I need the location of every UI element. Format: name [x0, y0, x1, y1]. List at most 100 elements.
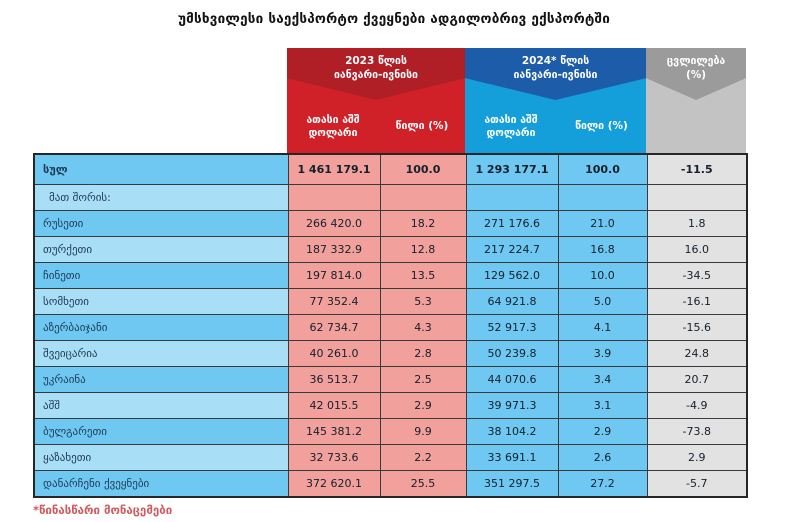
header-group-2023: 2023 წლის იანვარი-ივნისი ათასი აშშ დოლარ…: [287, 48, 465, 153]
change-cell: [646, 184, 748, 211]
change-cell: 1.8: [646, 210, 748, 237]
change-cell: -16.1: [646, 288, 748, 315]
subheader-2023-share: წილი (%): [395, 120, 449, 133]
country-row: აზერბაიჯანი 62 734.7 4.3 52 917.3 4.1 -15.6: [33, 314, 748, 341]
country-row: ბულგარეთი 145 381.2 9.9 38 104.2 2.9 -73.8: [33, 418, 748, 445]
header-banner-2023: 2023 წლის იანვარი-ივნისი: [287, 48, 465, 100]
header-group-2024: 2024* წლის იანვარი-ივნისი ათასი აშშ დოლა…: [465, 48, 646, 153]
subheader-2024: ათასი აშშ დოლარი წილი (%): [465, 101, 646, 153]
share-2023-cell: 2.9: [379, 392, 467, 419]
table-header: 2023 წლის იანვარი-ივნისი ათასი აშშ დოლარ…: [33, 48, 746, 153]
country-cell: აზერბაიჯანი: [33, 314, 289, 341]
exports-table: სულ 1 461 179.1 100.0 1 293 177.1 100.0 -11.5…: [33, 153, 748, 498]
share-2024-cell: 3.9: [557, 340, 648, 367]
value-2023-cell: 145 381.2: [287, 418, 381, 445]
share-2023-cell: [379, 184, 467, 211]
value-2024-cell: 351 297.5: [465, 470, 559, 498]
value-2024-cell: 39 971.3: [465, 392, 559, 419]
subheader-2024-amount: ათასი აშშ დოლარი: [484, 113, 538, 139]
country-cell: სომხეთი: [33, 288, 289, 315]
value-2024-cell: 217 224.7: [465, 236, 559, 263]
country-cell: შვეიცარია: [33, 340, 289, 367]
share-2023-cell: 18.2: [379, 210, 467, 237]
value-2023-cell: 372 620.1: [287, 470, 381, 498]
value-2024-cell: 33 691.1: [465, 444, 559, 471]
change-cell: -15.6: [646, 314, 748, 341]
value-2023-cell: 32 733.6: [287, 444, 381, 471]
share-2024-cell: 5.0: [557, 288, 648, 315]
share-2023-cell: 2.2: [379, 444, 467, 471]
header-2024-line1: 2024* წლის: [521, 55, 590, 67]
share-2024-cell: 2.6: [557, 444, 648, 471]
share-2024-cell: 16.8: [557, 236, 648, 263]
value-2023-cell: 36 513.7: [287, 366, 381, 393]
page-title: უმსხვილესი საექსპორტო ქვეყნები ადგილობრი…: [177, 11, 611, 27]
value-2023-cell: 266 420.0: [287, 210, 381, 237]
subheader-2024-share: წილი (%): [575, 120, 628, 133]
country-cell: სულ: [33, 153, 289, 185]
share-2023-cell: 100.0: [379, 153, 467, 185]
share-2024-cell: 21.0: [557, 210, 648, 237]
country-row: ჩინეთი 197 814.0 13.5 129 562.0 10.0 -34.5: [33, 262, 748, 289]
value-2023-cell: 1 461 179.1: [287, 153, 381, 185]
share-2024-cell: [557, 184, 648, 211]
change-cell: -34.5: [646, 262, 748, 289]
country-cell: ჩინეთი: [33, 262, 289, 289]
change-cell: -5.7: [646, 470, 748, 498]
country-row: აშშ 42 015.5 2.9 39 971.3 3.1 -4.9: [33, 392, 748, 419]
header-change-line2: (%): [685, 68, 707, 81]
share-2023-cell: 4.3: [379, 314, 467, 341]
value-2023-cell: 187 332.9: [287, 236, 381, 263]
footnote: *წინასწარი მონაცემები: [33, 503, 173, 517]
value-2024-cell: 64 921.8: [465, 288, 559, 315]
country-row: უკრაინა 36 513.7 2.5 44 070.6 3.4 20.7: [33, 366, 748, 393]
change-cell: 20.7: [646, 366, 748, 393]
value-2024-cell: 38 104.2: [465, 418, 559, 445]
header-2023-line2: იანვარი-ივნისი: [334, 68, 418, 81]
country-cell: დანარჩენი ქვეყნები: [33, 470, 289, 498]
country-row: შვეიცარია 40 261.0 2.8 50 239.8 3.9 24.8: [33, 340, 748, 367]
group-row: მათ შორის:: [33, 184, 748, 211]
share-2024-cell: 10.0: [557, 262, 648, 289]
value-2023-cell: 42 015.5: [287, 392, 381, 419]
value-2023-cell: 40 261.0: [287, 340, 381, 367]
value-2024-cell: [465, 184, 559, 211]
value-2023-cell: 197 814.0: [287, 262, 381, 289]
share-2024-cell: 4.1: [557, 314, 648, 341]
header-banner-2024: 2024* წლის იანვარი-ივნისი: [465, 48, 646, 100]
value-2024-cell: 129 562.0: [465, 262, 559, 289]
value-2023-cell: 62 734.7: [287, 314, 381, 341]
country-row: რუსეთი 266 420.0 18.2 271 176.6 21.0 1.8: [33, 210, 748, 237]
share-2024-cell: 100.0: [557, 153, 648, 185]
country-cell: აშშ: [33, 392, 289, 419]
header-2023-line1: 2023 წლის: [345, 55, 407, 67]
change-cell: -4.9: [646, 392, 748, 419]
share-2023-cell: 25.5: [379, 470, 467, 498]
header-2024-line2: იანვარი-ივნისი: [513, 68, 598, 81]
header-country-spacer: [33, 48, 287, 153]
header-change-line1: ცვლილება: [666, 55, 726, 67]
value-2024-cell: 50 239.8: [465, 340, 559, 367]
change-cell: -11.5: [646, 153, 748, 185]
share-2024-cell: 3.1: [557, 392, 648, 419]
change-cell: 16.0: [646, 236, 748, 263]
table-body: სულ 1 461 179.1 100.0 1 293 177.1 100.0 -11.5…: [33, 153, 748, 498]
country-row: სომხეთი 77 352.4 5.3 64 921.8 5.0 -16.1: [33, 288, 748, 315]
share-2023-cell: 2.5: [379, 366, 467, 393]
share-2023-cell: 2.8: [379, 340, 467, 367]
country-cell: რუსეთი: [33, 210, 289, 237]
total-row: სულ 1 461 179.1 100.0 1 293 177.1 100.0 -11.5: [33, 153, 748, 185]
change-cell: -73.8: [646, 418, 748, 445]
header-group-change: ცვლილება (%): [646, 48, 746, 153]
share-2023-cell: 5.3: [379, 288, 467, 315]
value-2024-cell: 271 176.6: [465, 210, 559, 237]
country-row: დანარჩენი ქვეყნები 372 620.1 25.5 351 297.5…: [33, 470, 748, 498]
share-2023-cell: 12.8: [379, 236, 467, 263]
change-cell: 2.9: [646, 444, 748, 471]
subheader-2023-amount: ათასი აშშ დოლარი: [306, 113, 360, 139]
country-row: ყაზახეთი 32 733.6 2.2 33 691.1 2.6 2.9: [33, 444, 748, 471]
country-cell: ბულგარეთი: [33, 418, 289, 445]
country-row: თურქეთი 187 332.9 12.8 217 224.7 16.8 16.0: [33, 236, 748, 263]
value-2024-cell: 1 293 177.1: [465, 153, 559, 185]
